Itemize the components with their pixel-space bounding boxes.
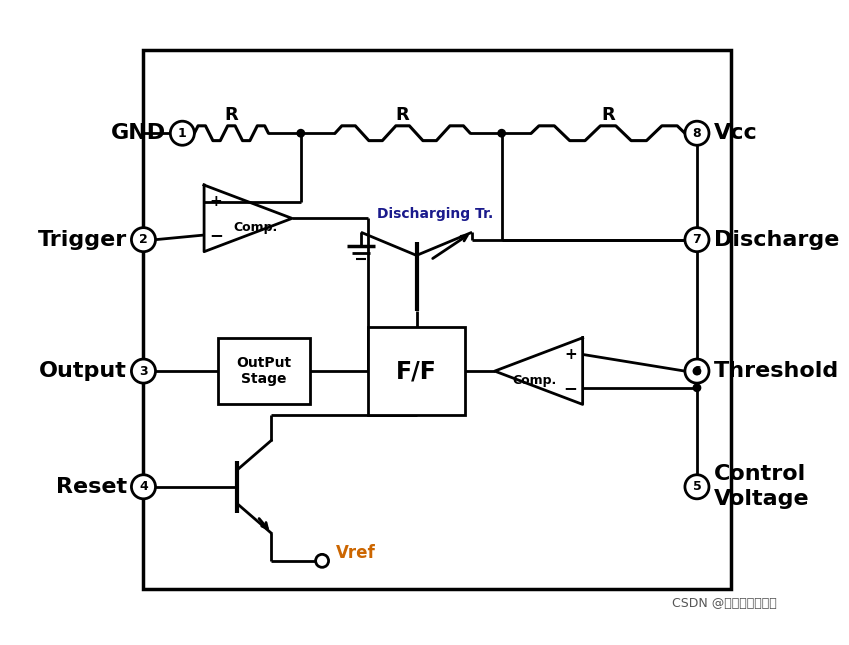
Circle shape (297, 130, 305, 137)
Bar (217, 338, 310, 404)
Text: −: − (209, 226, 223, 244)
Text: R: R (601, 106, 615, 124)
Text: R: R (224, 106, 239, 124)
Text: Vcc: Vcc (714, 123, 757, 143)
Circle shape (685, 475, 709, 499)
Text: Discharge: Discharge (714, 230, 839, 250)
Circle shape (132, 475, 155, 499)
Circle shape (694, 368, 700, 375)
Circle shape (694, 384, 700, 392)
Text: 7: 7 (693, 233, 701, 246)
Text: Trigger: Trigger (37, 230, 127, 250)
Bar (143, 50, 731, 589)
Text: 8: 8 (693, 126, 701, 140)
Text: −: − (564, 379, 577, 397)
Circle shape (132, 228, 155, 252)
Text: F/F: F/F (396, 359, 437, 383)
Text: Discharging Tr.: Discharging Tr. (377, 207, 493, 221)
Text: Output: Output (39, 361, 127, 381)
Circle shape (132, 359, 155, 383)
Text: 1: 1 (178, 126, 187, 140)
Text: +: + (565, 347, 577, 362)
Text: 3: 3 (139, 364, 148, 377)
Text: Threshold: Threshold (714, 361, 839, 381)
Text: Stage: Stage (241, 372, 286, 386)
Text: 2: 2 (139, 233, 148, 246)
Circle shape (685, 121, 709, 145)
Text: CSDN @不想写代码的我: CSDN @不想写代码的我 (672, 597, 777, 610)
Bar (368, 327, 465, 415)
Text: 6: 6 (693, 364, 701, 377)
Text: 4: 4 (139, 481, 148, 493)
Circle shape (498, 130, 505, 137)
Circle shape (171, 121, 194, 145)
Text: GND: GND (110, 123, 166, 143)
Text: +: + (210, 194, 222, 209)
Text: Control
Voltage: Control Voltage (714, 464, 809, 509)
Text: Comp.: Comp. (512, 374, 556, 387)
Circle shape (685, 228, 709, 252)
Text: Comp.: Comp. (233, 221, 278, 234)
Text: R: R (396, 106, 409, 124)
Text: OutPut: OutPut (236, 356, 291, 370)
Text: Reset: Reset (56, 477, 127, 497)
Text: Vref: Vref (336, 544, 376, 562)
Text: 5: 5 (693, 481, 701, 493)
Circle shape (685, 359, 709, 383)
Circle shape (316, 554, 329, 568)
